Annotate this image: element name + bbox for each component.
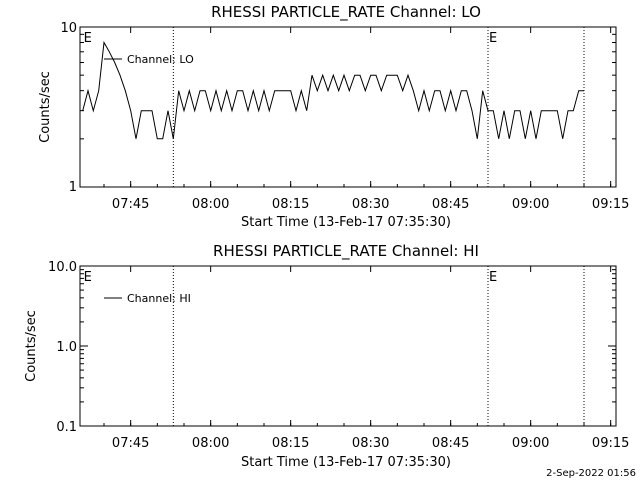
x-tick-label: 09:15 xyxy=(592,436,629,451)
chart-title-lo: RHESSI PARTICLE_RATE Channel: LO xyxy=(211,3,481,22)
y-tick-label-lo-10: 10 xyxy=(60,21,77,36)
x-tick-label: 07:45 xyxy=(112,197,149,212)
y-minor-ticks-lo xyxy=(80,26,616,188)
x-tick-label: 09:00 xyxy=(512,197,549,212)
y-tick-label-lo-1: 1 xyxy=(69,180,77,195)
x-tick-label: 08:00 xyxy=(192,197,229,212)
x-tick-label: 08:15 xyxy=(272,197,309,212)
event-marker-label: E xyxy=(489,270,497,285)
x-tick-label: 09:15 xyxy=(592,197,629,212)
event-marker-label: E xyxy=(84,270,92,285)
y-axis-label-hi: Counts/sec xyxy=(24,310,39,382)
panel-lo: RHESSI PARTICLE_RATE Channel: LO Counts/… xyxy=(38,3,629,230)
y-tick-label-hi-10: 10.0 xyxy=(48,260,77,275)
x-ticks-hi: 07:45 08:00 08:15 08:30 08:45 09:00 09:15 xyxy=(103,266,629,451)
x-axis-label-hi: Start Time (13-Feb-17 07:35:30) xyxy=(241,455,451,470)
x-tick-label: 07:45 xyxy=(112,436,149,451)
x-tick-label: 08:45 xyxy=(432,197,469,212)
legend-label-lo: Channel: LO xyxy=(127,53,194,66)
x-tick-label: 08:30 xyxy=(352,197,389,212)
y-axis-label-lo: Counts/sec xyxy=(38,71,53,143)
x-tick-label: 08:45 xyxy=(432,436,469,451)
x-tick-label: 08:15 xyxy=(272,436,309,451)
legend-label-hi: Channel: HI xyxy=(127,292,191,305)
y-tick-label-hi-0.1: 0.1 xyxy=(56,420,77,435)
event-marker-label: E xyxy=(84,31,92,46)
panel-hi: RHESSI PARTICLE_RATE Channel: HI Counts/… xyxy=(24,242,629,470)
y-tick-label-hi-1: 1.0 xyxy=(56,340,77,355)
vertical-markers-lo xyxy=(172,27,585,187)
chart-title-hi: RHESSI PARTICLE_RATE Channel: HI xyxy=(213,242,479,261)
plot-frame-lo xyxy=(79,26,617,188)
series-line-lo xyxy=(82,40,584,140)
y-minor-ticks-hi xyxy=(80,265,616,427)
footer-timestamp: 2-Sep-2022 01:56 xyxy=(546,468,636,479)
plot-frame-hi xyxy=(79,265,617,427)
x-tick-label: 09:00 xyxy=(512,436,549,451)
vertical-markers-hi xyxy=(172,266,585,426)
x-tick-label: 08:30 xyxy=(352,436,389,451)
x-tick-label: 08:00 xyxy=(192,436,229,451)
x-ticks-lo: 07:45 08:00 08:15 08:30 08:45 09:00 09:15 xyxy=(103,27,629,212)
event-marker-label: E xyxy=(489,31,497,46)
x-axis-label-lo: Start Time (13-Feb-17 07:35:30) xyxy=(241,215,451,230)
